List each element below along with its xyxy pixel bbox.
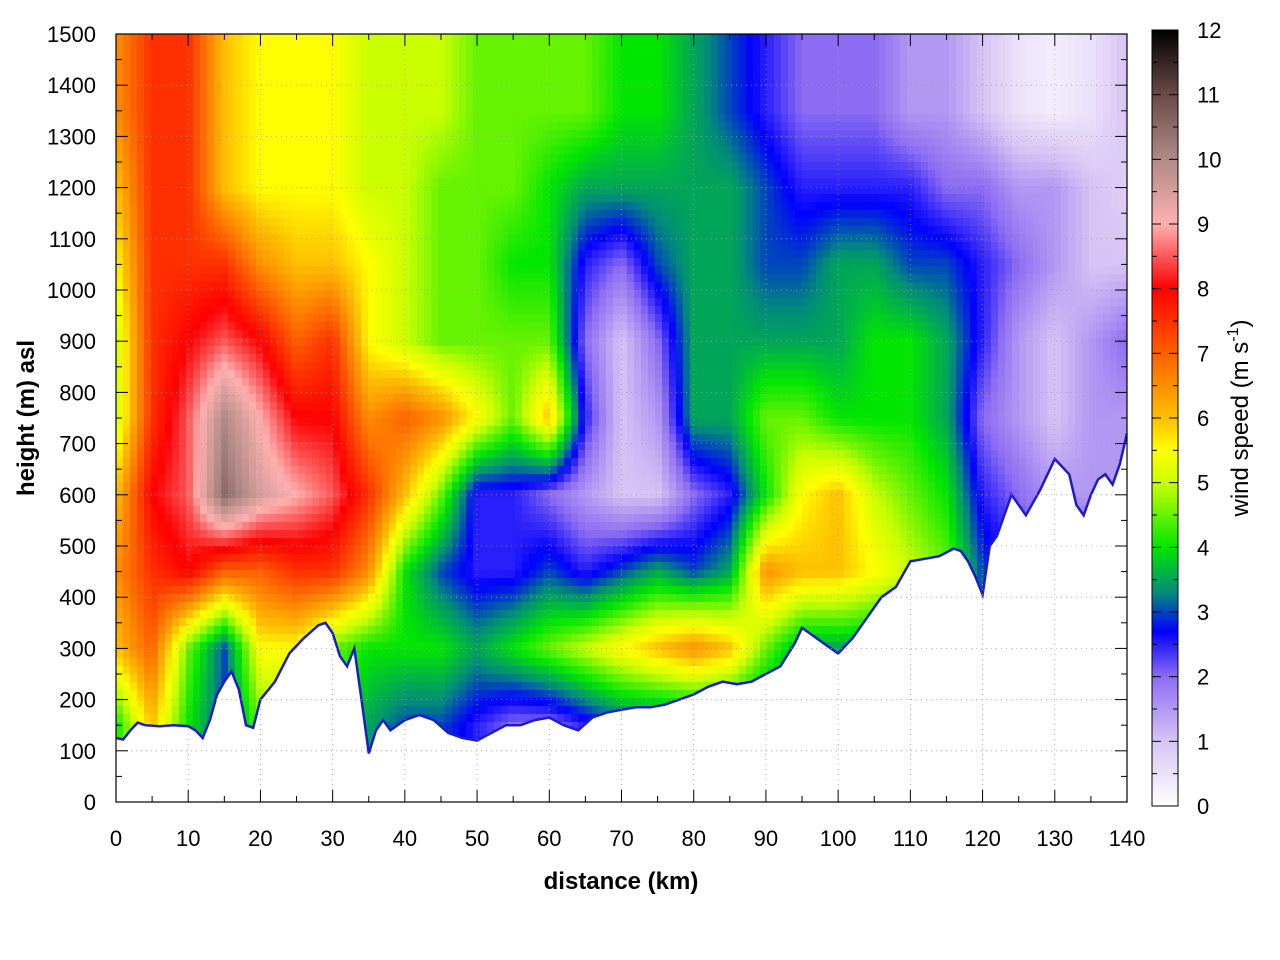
colorbar-tick-label: 3 [1197, 600, 1209, 625]
x-tick-label: 20 [248, 826, 272, 851]
y-tick-label: 1000 [47, 278, 96, 303]
x-tick-label: 110 [893, 826, 928, 851]
x-tick-label: 40 [393, 826, 417, 851]
x-tick-label: 70 [609, 826, 633, 851]
y-tick-label: 0 [84, 790, 96, 815]
colorbar-tick-label: 11 [1197, 83, 1220, 108]
colorbar-tick-label: 2 [1197, 665, 1209, 690]
x-tick-label: 120 [964, 826, 1001, 851]
y-tick-label: 300 [59, 636, 96, 661]
y-tick-label: 400 [59, 585, 96, 610]
x-tick-label: 90 [754, 826, 778, 851]
plot-area: 0 10 20 30 40 50 60 70 80 90 100 110 120 130 140 0 100 2… [47, 22, 1145, 851]
colorbar-tick-label: 6 [1197, 406, 1209, 431]
colorbar-tick-label: 10 [1197, 147, 1221, 172]
y-tick-label: 1300 [47, 124, 96, 149]
colorbar-title-prefix: wind speed (m s [1227, 342, 1254, 518]
colorbar-tick-label: 4 [1197, 535, 1209, 560]
colorbar-tick-label: 1 [1197, 729, 1209, 754]
colorbar-title-suffix: ) [1227, 320, 1254, 328]
colorbar-tick-label: 5 [1197, 471, 1209, 496]
y-tick-label: 1500 [47, 22, 96, 47]
grid-lines [116, 34, 1127, 802]
y-axis-title: height (m) asl [13, 340, 40, 496]
x-tick-label: 60 [537, 826, 561, 851]
y-tick-label: 1400 [47, 73, 96, 98]
terrain-fill [116, 433, 1127, 802]
colorbar-tick-label: 12 [1197, 18, 1221, 43]
x-tick-label: 30 [320, 826, 344, 851]
y-tick-label: 900 [59, 329, 96, 354]
y-tick-label: 1100 [49, 227, 96, 252]
x-tick-label: 50 [465, 826, 489, 851]
colorbar-tick-label: 9 [1197, 212, 1209, 237]
colorbar-tick-label: 0 [1197, 794, 1209, 819]
x-tick-label: 10 [176, 826, 200, 851]
y-tick-label: 1200 [47, 176, 96, 201]
x-tick-label: 80 [681, 826, 705, 851]
y-tick-label: 100 [59, 739, 96, 764]
colorbar-title-exponent: -1 [1225, 327, 1242, 341]
y-tick-label: 800 [59, 380, 96, 405]
x-axis-ticks: 0 10 20 30 40 50 60 70 80 90 100 110 120 130 140 [110, 34, 1145, 851]
y-tick-label: 500 [59, 534, 96, 559]
x-tick-label: 130 [1036, 826, 1073, 851]
y-tick-label: 700 [59, 432, 96, 457]
x-tick-label: 100 [820, 826, 857, 851]
y-tick-label: 600 [59, 483, 96, 508]
x-axis-title: distance (km) [544, 868, 699, 895]
y-axis-ticks: 0 100 200 300 400 500 600 700 800 900 1000 1100 1200… [47, 22, 1127, 815]
x-tick-label: 140 [1109, 826, 1146, 851]
y-tick-label: 200 [59, 688, 96, 713]
colorbar-tick-label: 8 [1197, 277, 1209, 302]
colorbar-title: wind speed (m s-1) [1225, 320, 1254, 518]
x-tick-label: 0 [110, 826, 122, 851]
colorbar-tick-label: 7 [1197, 341, 1209, 366]
